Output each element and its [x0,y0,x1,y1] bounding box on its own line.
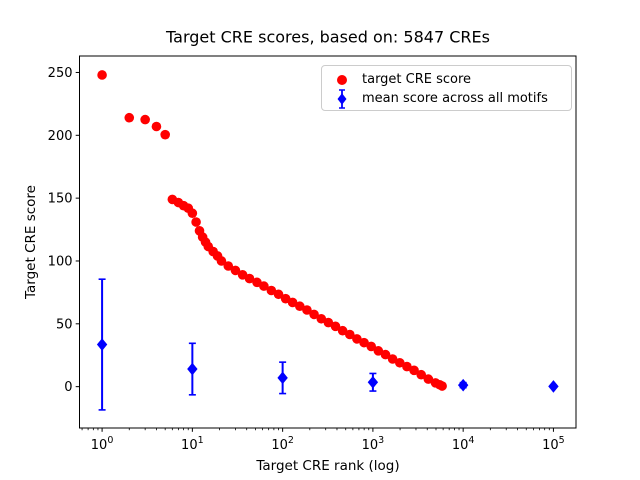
plot-frame [79,55,577,429]
x-tick-label: 100 [91,435,114,453]
mean-diamond [187,362,198,376]
scatter-point-target [366,341,377,352]
scatter-point-target [187,208,198,219]
y-tick-label: 150 [48,192,73,207]
scatter-point-target [287,297,298,308]
scatter-point-target [423,374,434,384]
legend-entry-target: target CRE score [322,70,571,89]
x-tick-label: 103 [362,435,385,453]
legend-entry-mean: mean score across all motifs [322,88,571,110]
scatter-point-target [124,112,135,123]
scatter-point-target [373,346,384,356]
scatter-point-target [416,369,427,380]
scatter-point-target [316,313,327,324]
x-tick-label: 101 [181,435,204,453]
x-tick-label: 102 [271,435,294,453]
scatter-point-target [266,285,277,296]
scatter-point-target [140,114,150,125]
mean-diamond [367,375,379,389]
scatter-point-target [437,381,447,391]
chart-title: Target CRE scores, based on: 5847 CREs [166,27,490,47]
y-axis-title: Target CRE score [23,185,39,299]
scatter-point-target [337,325,348,336]
scatter-point-target [302,305,312,315]
x-axis-title: Target CRE rank (log) [256,458,400,474]
x-tick-label: 104 [452,435,475,453]
scatter-point-target [191,217,201,227]
scatter-point-target [244,273,255,284]
scatter-point-target [330,321,341,332]
scatter-point-target [151,121,162,132]
y-tick-label: 100 [48,254,73,269]
legend-diamond-marker-icon [322,88,362,110]
scatter-point-target [402,361,412,372]
mean-diamond [548,380,559,393]
scatter-point-target [295,301,305,312]
mean-diamond [277,371,288,385]
scatter-point-target [309,309,319,320]
scatter-point-target [160,129,170,140]
scatter-point-target [323,317,334,328]
y-tick-label: 200 [48,129,73,144]
x-tick-label: 105 [542,435,565,453]
mean-diamond [457,378,469,392]
scatter-point-target [259,281,269,291]
scatter-point-target [387,354,398,364]
scatter-point-target [394,357,405,368]
legend-label-target: target CRE score [362,72,472,87]
y-tick-label: 0 [64,380,72,395]
scatter-point-target [273,289,284,300]
scatter-point-target [352,334,362,344]
legend-label-mean: mean score across all motifs [362,91,548,106]
scatter-point-target [345,329,355,340]
y-tick-label: 250 [48,66,73,81]
mean-diamond [96,338,108,351]
legend-circle-marker-icon [322,72,362,88]
scatter-point-target [216,256,227,266]
scatter-point-target [380,349,391,360]
legend-circle-glyph [337,74,347,85]
scatter-point-target [223,261,234,271]
legend-diamond-glyph [337,92,347,105]
scatter-point-target [230,265,241,276]
scatter-point-target [359,337,369,348]
scatter-point-target [97,70,107,80]
y-tick-label: 50 [56,317,73,332]
scatter-point-target [409,365,419,376]
legend-box: target CRE score mean score across all m… [321,65,572,111]
